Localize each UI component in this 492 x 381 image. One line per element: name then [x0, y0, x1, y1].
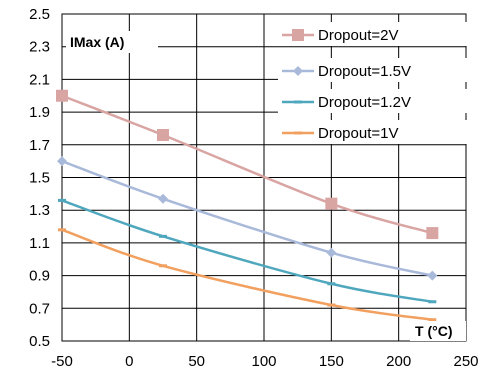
data-point — [157, 128, 169, 141]
data-point — [158, 193, 168, 204]
series-3 — [58, 198, 437, 304]
legend-item: Dropout=1V — [278, 120, 489, 144]
data-point — [58, 228, 66, 232]
y-tick-label: 0.7 — [29, 300, 50, 317]
y-tick-label: 1.9 — [29, 104, 50, 121]
x-axis-label-background — [410, 321, 466, 341]
series-layer — [56, 89, 439, 322]
y-tick-label: 1.7 — [29, 137, 50, 154]
y-axis-label-background — [66, 31, 158, 53]
plot-area — [61, 13, 467, 342]
legend-swatch-marker — [294, 131, 302, 135]
y-tick-label: 2.1 — [29, 71, 50, 88]
x-tick-label: 250 — [453, 353, 478, 370]
legend-label: Dropout=1V — [318, 125, 398, 142]
legend-item: Dropout=2V — [278, 22, 489, 46]
data-point — [159, 264, 167, 268]
series-1 — [56, 89, 439, 240]
data-point — [428, 300, 437, 304]
data-point — [327, 303, 336, 307]
x-tick-label: 100 — [251, 353, 276, 370]
data-point — [159, 234, 167, 238]
legend-label: Dropout=1.2V — [318, 94, 411, 111]
series-line — [61, 94, 433, 235]
series-4 — [58, 228, 437, 322]
legend-swatch-marker — [292, 29, 304, 41]
legend-item: Dropout=1.5V — [278, 58, 489, 82]
data-point — [326, 247, 337, 258]
y-tick-label: 1.1 — [29, 235, 50, 252]
data-point — [426, 227, 439, 240]
y-tick-label: 1.5 — [29, 170, 50, 187]
legend-label: Dropout=1.5V — [318, 63, 411, 80]
x-tick-labels: -50 0 50 100 150 200 250 — [51, 353, 478, 370]
series-2 — [57, 156, 438, 281]
x-axis-label: T (°C) — [415, 323, 452, 339]
data-point — [427, 270, 438, 281]
x-tick-label: 0 — [125, 353, 133, 370]
data-point — [57, 156, 67, 167]
legend-swatch-marker — [293, 66, 303, 76]
data-point — [325, 197, 338, 210]
data-point — [58, 198, 66, 202]
series-line — [61, 228, 433, 321]
y-tick-label: 0.9 — [29, 268, 50, 285]
y-tick-label: 0.5 — [29, 333, 50, 350]
data-point — [327, 282, 336, 286]
legend-item: Dropout=1.2V — [278, 89, 489, 113]
data-point — [56, 89, 68, 102]
x-tick-label: 50 — [188, 353, 205, 370]
legend-swatch-marker — [294, 100, 302, 104]
y-tick-label: 2.5 — [29, 6, 50, 23]
y-tick-label: 2.3 — [29, 39, 50, 56]
series-line — [61, 159, 433, 277]
legend-label: Dropout=2V — [318, 27, 398, 44]
legend: Dropout=2V Dropout=1.5V Dropout=1.2V Dropou… — [66, 22, 489, 341]
x-tick-label: 200 — [386, 353, 411, 370]
y-axis-label: IMax (A) — [70, 34, 124, 50]
y-tick-labels: 0.5 0.7 0.9 1.1 1.3 1.5 1.7 1.9 2.1 2.3 2.5 — [29, 6, 50, 350]
x-tick-label: 150 — [319, 353, 344, 370]
y-tick-label: 1.3 — [29, 202, 50, 219]
data-point — [428, 318, 437, 322]
x-tick-label: -50 — [51, 353, 73, 370]
series-line — [61, 199, 433, 303]
